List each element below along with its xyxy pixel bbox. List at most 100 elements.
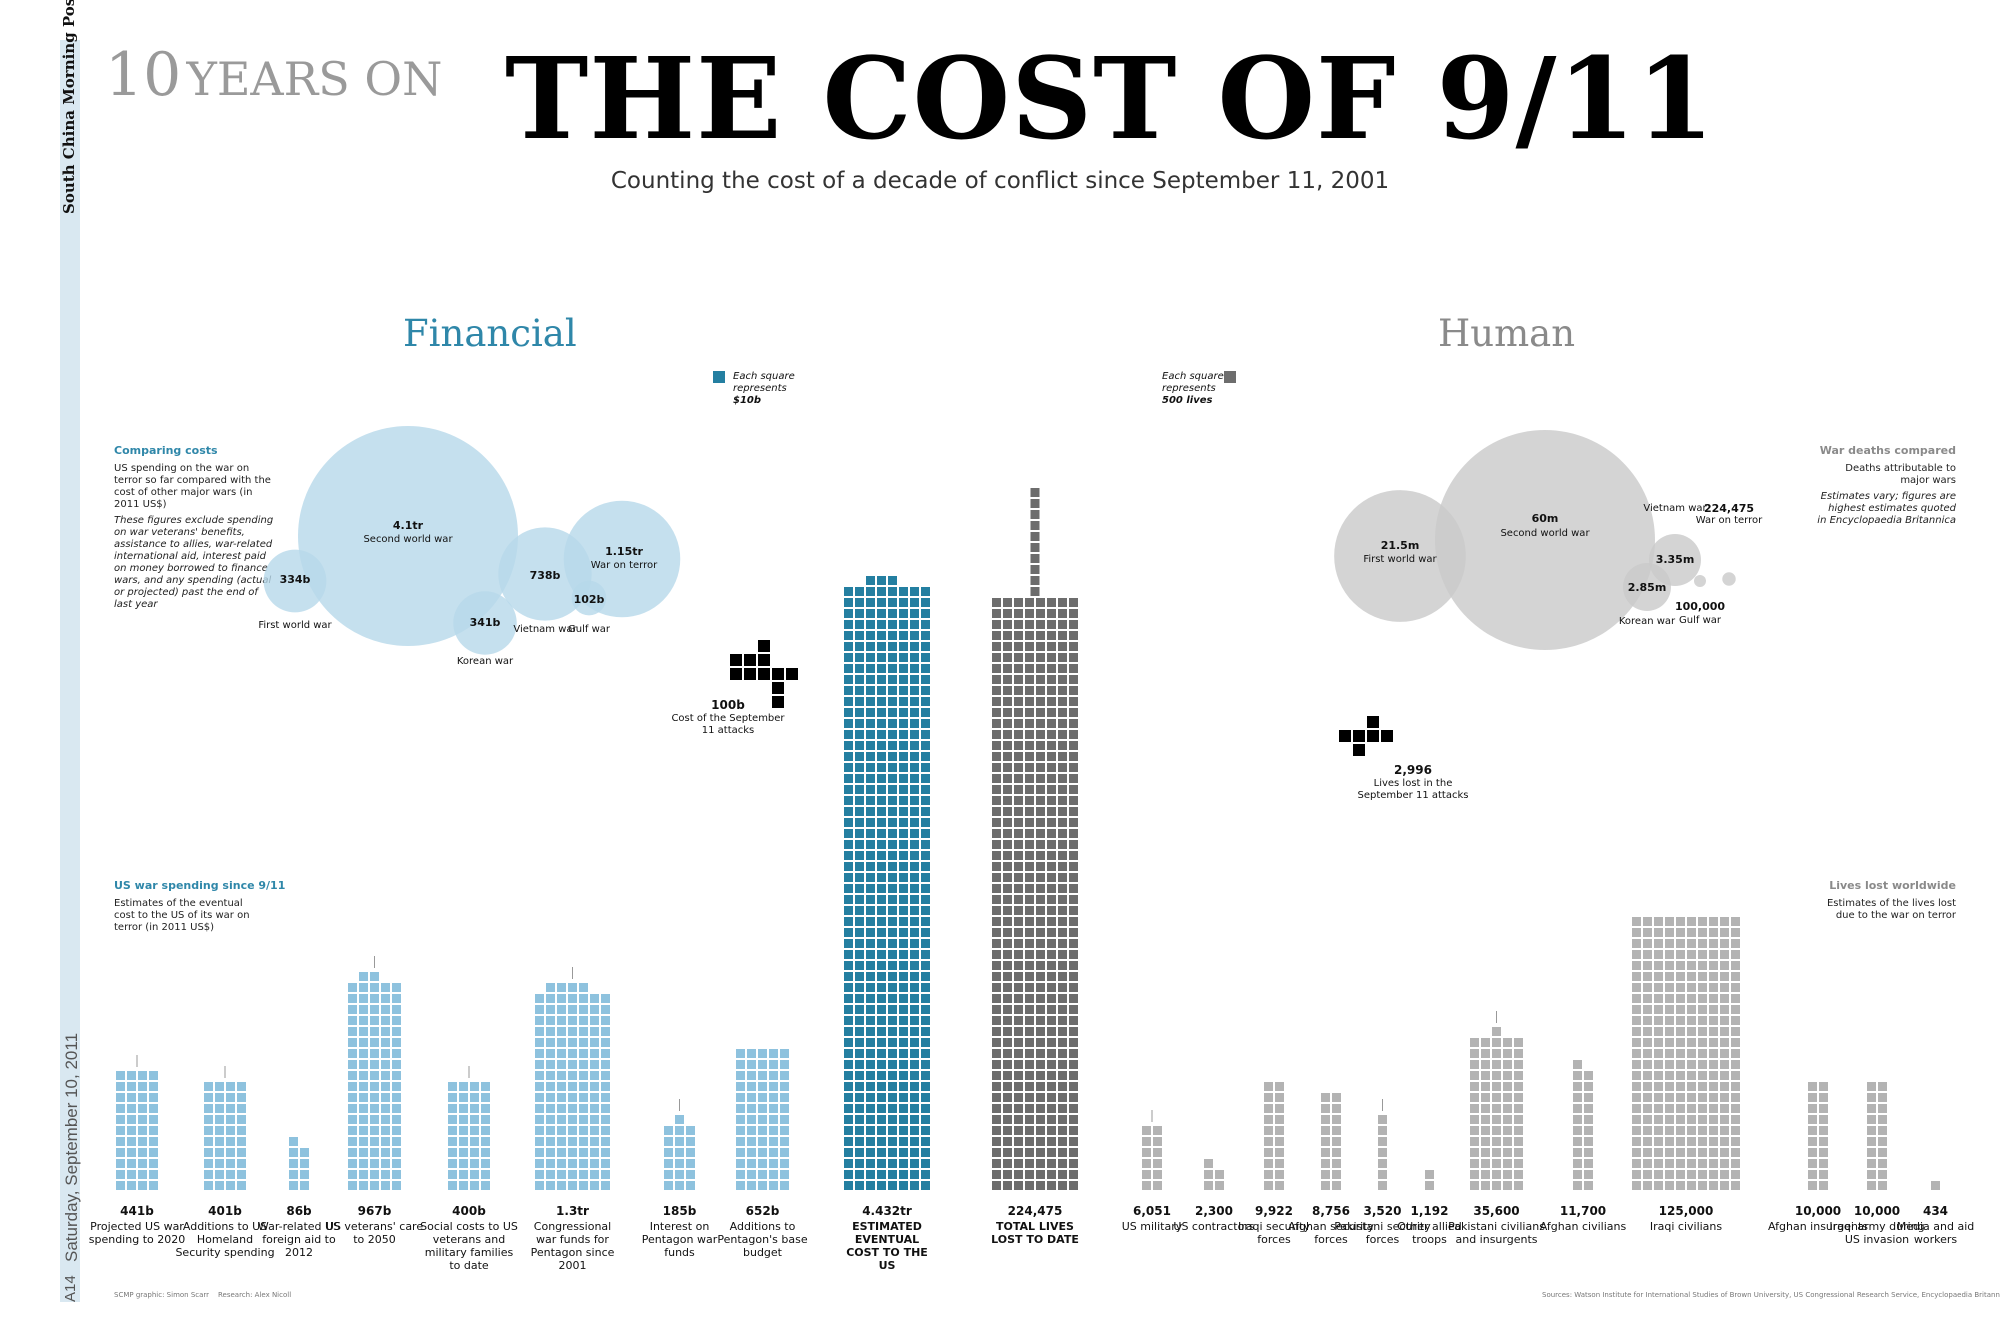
bar-square (899, 598, 908, 607)
bar-square (992, 1104, 1001, 1113)
bar-square (992, 1071, 1001, 1080)
bar-square (992, 752, 1001, 761)
bar-square (1321, 1115, 1330, 1124)
bar-square (1514, 1148, 1523, 1157)
bar-square (888, 774, 897, 783)
bar-square (535, 1027, 544, 1036)
bar-square (1698, 917, 1707, 926)
bar-square (1069, 1159, 1078, 1168)
bar-square (1731, 983, 1740, 992)
credit-graphic: SCMP graphic: Simon Scarr (114, 1291, 210, 1299)
bar-square (855, 840, 864, 849)
bar-square (359, 1082, 368, 1091)
bar-square (359, 1159, 368, 1168)
bar-square (204, 1115, 213, 1124)
bar-square (769, 1159, 778, 1168)
bar-square (899, 785, 908, 794)
bar-square (535, 1159, 544, 1168)
bar-square (1025, 961, 1034, 970)
bar-square (348, 1005, 357, 1014)
bar-square (888, 862, 897, 871)
bar-square (888, 653, 897, 662)
bar-square (1003, 719, 1012, 728)
bar-square (535, 994, 544, 1003)
bar-square (579, 1170, 588, 1179)
bar-square (579, 1027, 588, 1036)
bar-square (769, 1137, 778, 1146)
bar-square (899, 1093, 908, 1102)
bar-square (1025, 697, 1034, 706)
bar-square (921, 961, 930, 970)
bar-square (300, 1170, 309, 1179)
bar-square (149, 1093, 158, 1102)
bar-square (992, 895, 1001, 904)
bar-square (844, 1049, 853, 1058)
bar-square (866, 664, 875, 673)
bar-square (736, 1060, 745, 1069)
bar-square (910, 609, 919, 618)
bar-square (392, 1126, 401, 1135)
bar-square (1503, 1104, 1512, 1113)
bar-square (888, 796, 897, 805)
bar-square (1036, 1005, 1045, 1014)
bar-square (204, 1104, 213, 1113)
bar-square (370, 1027, 379, 1036)
bar-square (459, 1148, 468, 1157)
bar-square (844, 686, 853, 695)
bar-square (1036, 609, 1045, 618)
bar-square (877, 598, 886, 607)
bar-square (921, 1159, 930, 1168)
bar-square (568, 1060, 577, 1069)
attack-cost-square (744, 654, 756, 666)
bar-square (921, 840, 930, 849)
bar-square (855, 598, 864, 607)
bar-square (1036, 785, 1045, 794)
bar-square (675, 1115, 684, 1124)
bar-square (910, 1137, 919, 1146)
bar-square (921, 620, 930, 629)
bar-square (1632, 1170, 1641, 1179)
bar-square (116, 1115, 125, 1124)
bar-square (844, 873, 853, 882)
bar-square (747, 1071, 756, 1080)
bar-square (1321, 1126, 1330, 1135)
bar-square (1720, 1060, 1729, 1069)
bar-square (1036, 741, 1045, 750)
attack-caption: Cost of the September 11 attacks (671, 713, 785, 736)
bar-square (1654, 1027, 1663, 1036)
bar-square (992, 642, 1001, 651)
bar-square (921, 1148, 930, 1157)
bar-square (1036, 928, 1045, 937)
bar-square (855, 1126, 864, 1135)
bar-square (1069, 917, 1078, 926)
bar-square (1069, 840, 1078, 849)
bar-square (1470, 1104, 1479, 1113)
bar-square (1036, 829, 1045, 838)
bar-square (1720, 1027, 1729, 1036)
bar-square (899, 609, 908, 618)
bar-square (1481, 1071, 1490, 1080)
bar-square (1036, 1148, 1045, 1157)
bar-square (1069, 598, 1078, 607)
bar-square (1332, 1170, 1341, 1179)
bar-square (1332, 1104, 1341, 1113)
bar-square (215, 1181, 224, 1190)
bar-square (1025, 1016, 1034, 1025)
bar-square (1321, 1181, 1330, 1190)
bar-square (1058, 741, 1067, 750)
bar-square (992, 730, 1001, 739)
bar-square (1058, 1148, 1067, 1157)
bar-square (1698, 950, 1707, 959)
bar-square (1470, 1159, 1479, 1168)
bar-square (381, 1027, 390, 1036)
bar-square (1003, 1016, 1012, 1025)
bar-square (535, 1104, 544, 1113)
bar-square (590, 1148, 599, 1157)
bar-square (568, 1126, 577, 1135)
bar-square (1665, 983, 1674, 992)
bar-square (921, 1181, 930, 1190)
bar-square (1654, 1126, 1663, 1135)
bar-square (992, 939, 1001, 948)
bar-square (1036, 972, 1045, 981)
bar-square (921, 917, 930, 926)
